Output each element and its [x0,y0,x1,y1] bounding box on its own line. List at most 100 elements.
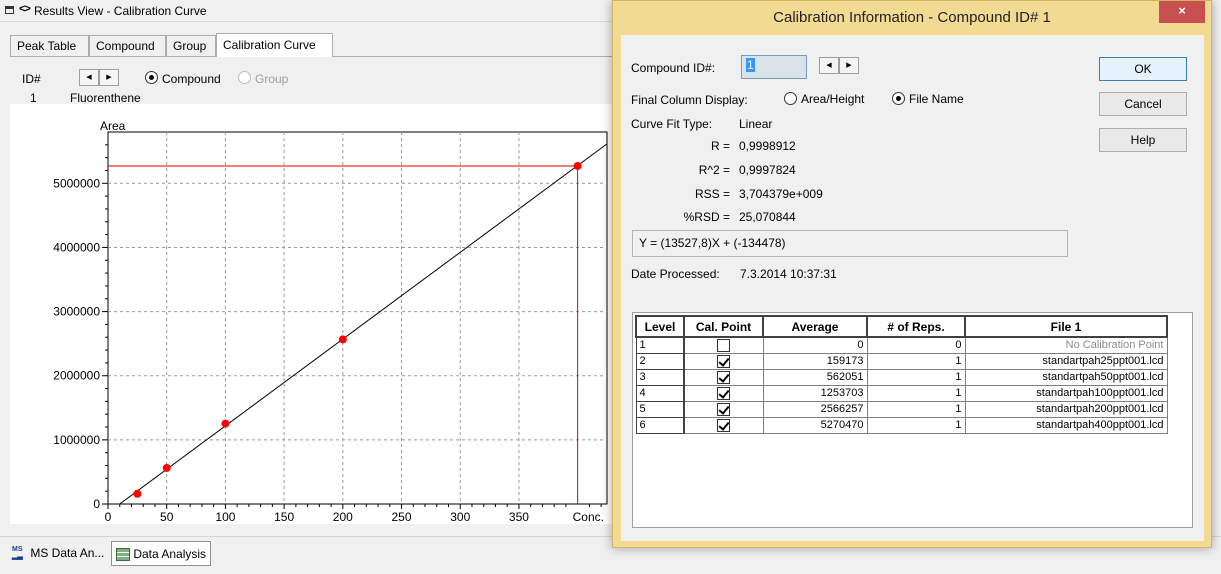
code-brackets-icon[interactable]: <> [19,3,31,15]
y-axis-label: Area [100,119,126,133]
cal-point-checkbox[interactable] [717,386,731,400]
x-tick-label: 200 [333,510,353,524]
cell-average: 159173 [762,352,868,370]
cal-point-checkbox[interactable] [717,370,731,384]
help-button[interactable]: Help [1099,128,1187,152]
table-row[interactable]: 2 159173 1 standartpah25ppt001.lcd [635,352,1168,370]
stat-r2-label: R^2 = [698,163,730,177]
dialog-prev-compound-button[interactable]: ◀ [819,57,839,74]
y-tick-label: 2000000 [53,369,100,383]
cell-file: No Calibration Point [964,336,1168,354]
col-file-1[interactable]: File 1 [964,315,1168,338]
cancel-button[interactable]: Cancel [1099,92,1187,116]
compound-radio-label[interactable]: Compound [162,72,221,86]
cell-reps: 1 [866,368,966,386]
compound-id-value: 1 [30,91,37,105]
cell-file: standartpah100ppt001.lcd [964,384,1168,402]
compound-radio[interactable] [145,71,158,84]
table-row[interactable]: 4 1253703 1 standartpah100ppt001.lcd [635,384,1168,402]
cal-point-checkbox[interactable] [717,402,731,416]
file-name-label[interactable]: File Name [909,92,964,106]
cal-point-checkbox[interactable] [717,338,731,352]
fit-equation: Y = (13527,8)X + (-134478) [632,230,1068,257]
file-name-radio[interactable] [892,92,905,105]
results-window-title: Results View - Calibration Curve [34,4,207,18]
tab-peak-table[interactable]: Peak Table [10,35,89,56]
stat-rsd-value: 25,070844 [739,210,796,224]
taskbar-item-data-analysis[interactable]: Data Analysis [111,541,212,566]
triangle-left-icon: ◀ [86,74,92,81]
y-tick-label: 5000000 [53,176,100,190]
calibration-point[interactable] [573,161,582,170]
close-button[interactable]: × [1159,1,1205,23]
taskbar-item-ms-data-analysis[interactable]: MS ▂▃ MS Data An... [8,541,108,566]
table-row[interactable]: 5 2566257 1 standartpah200ppt001.lcd [635,400,1168,418]
cell-reps: 1 [866,400,966,418]
stat-r2-value: 0,9997824 [739,163,796,177]
cell-level: 5 [635,400,685,418]
table-grid-icon [116,548,130,561]
ok-button[interactable]: OK [1099,57,1187,81]
table-row[interactable]: 3 562051 1 standartpah50ppt001.lcd [635,368,1168,386]
cell-average: 1253703 [762,384,868,402]
compound-id-input[interactable]: 1 [741,55,807,79]
cell-level: 2 [635,352,685,370]
prev-compound-button[interactable]: ◀ [79,69,99,86]
x-tick-label: 350 [509,510,529,524]
tab-calibration-curve[interactable]: Calibration Curve [216,33,333,57]
cal-point-checkbox[interactable] [717,418,731,432]
col-cal-point[interactable]: Cal. Point [683,315,764,338]
calibration-chart: 0 1000000 2000000 3000000 4000000 5000000 0 50 1… [10,104,622,524]
cell-cal-point [683,416,764,434]
calibration-point[interactable] [221,419,230,428]
dialog-body: Compound ID#: 1 ◀ ▶ Final Column Display… [621,35,1204,541]
cell-average: 2566257 [762,400,868,418]
y-tick-label: 3000000 [53,305,100,319]
col-average[interactable]: Average [762,315,868,338]
group-radio[interactable] [238,71,251,84]
tab-group[interactable]: Group [166,35,216,56]
curve-fit-label: Curve Fit Type: [631,117,713,131]
stat-r-label: R = [710,139,730,153]
cell-reps: 0 [866,336,966,354]
cell-reps: 1 [866,384,966,402]
cell-file: standartpah25ppt001.lcd [964,352,1168,370]
calibration-levels-table: Level Cal. Point Average # of Reps. File… [635,315,1168,434]
calibration-chart-svg: 0 1000000 2000000 3000000 4000000 5000000 0 50 1… [53,119,608,524]
x-tick-label: 250 [392,510,412,524]
stat-rss-label: RSS = [694,187,730,201]
cell-reps: 1 [866,416,966,434]
window-restore-icon[interactable] [5,6,14,14]
calibration-point[interactable] [338,335,347,344]
area-height-radio[interactable] [784,92,797,105]
col-level[interactable]: Level [635,315,685,338]
ms-app-icon: MS ▂▃ [12,546,23,560]
cell-cal-point [683,336,764,354]
x-tick-label: 300 [450,510,470,524]
cal-point-checkbox[interactable] [717,354,731,368]
table-body: 1 0 0 No Calibration Point 2 159173 1 standartp… [635,336,1168,434]
cell-file: standartpah50ppt001.lcd [964,368,1168,386]
date-processed-value: 7.3.2014 10:37:31 [740,267,837,281]
cell-level: 3 [635,368,685,386]
next-compound-button[interactable]: ▶ [99,69,119,86]
table-row[interactable]: 1 0 0 No Calibration Point [635,336,1168,354]
tab-compound[interactable]: Compound [89,35,166,56]
id-label: ID# [22,72,41,86]
calibration-point[interactable] [162,463,171,472]
stat-rsd-label: %RSD = [683,210,730,224]
cell-cal-point [683,400,764,418]
triangle-right-icon: ▶ [106,74,112,81]
calibration-point[interactable] [133,489,142,498]
group-radio-label: Group [255,72,289,86]
compound-id-input-value: 1 [746,58,755,72]
dialog-next-compound-button[interactable]: ▶ [839,57,859,74]
table-row[interactable]: 6 5270470 1 standartpah400ppt001.lcd [635,416,1168,434]
y-tick-label: 0 [93,497,100,511]
col-reps[interactable]: # of Reps. [866,315,966,338]
area-height-label[interactable]: Area/Height [801,92,865,106]
calibration-levels-grid: Level Cal. Point Average # of Reps. File… [632,312,1193,528]
curve-fit-value: Linear [739,117,773,131]
final-column-label: Final Column Display: [631,93,748,107]
background-window-strip [1212,0,1221,574]
